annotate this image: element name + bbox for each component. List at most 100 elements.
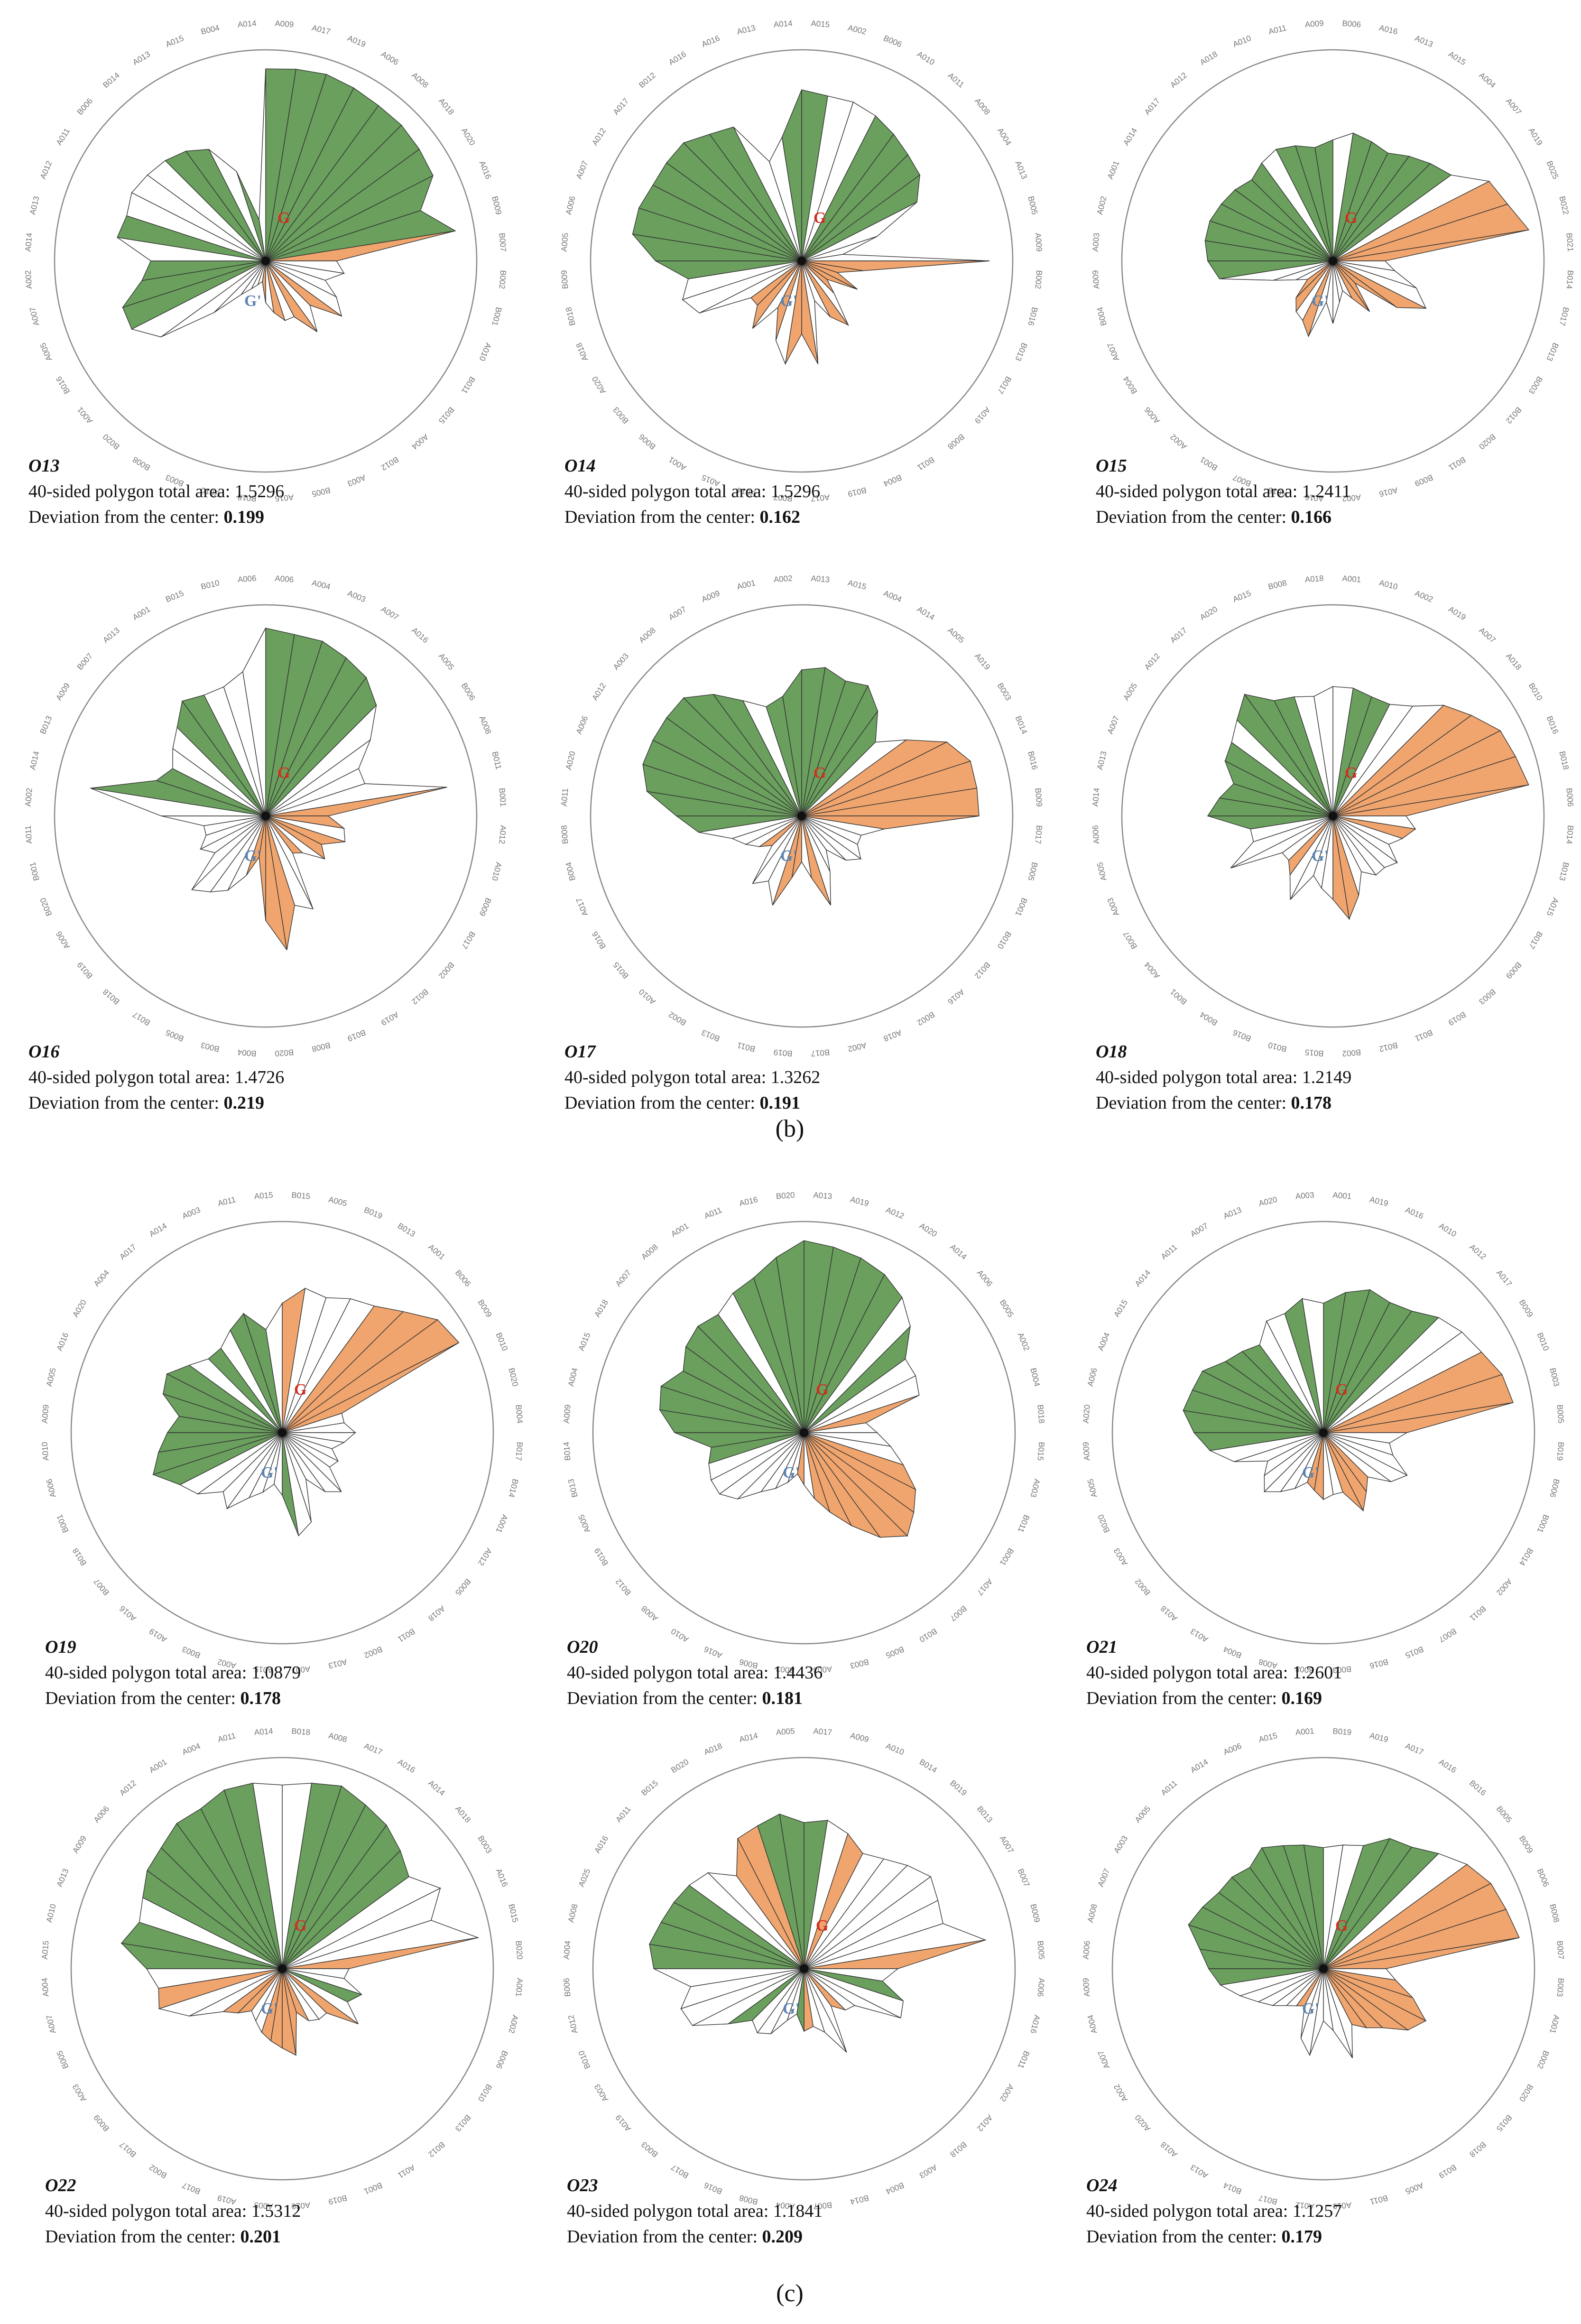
axis-label: A014 — [948, 1242, 969, 1261]
axis-label: B011 — [1414, 1028, 1434, 1043]
outer-ring — [1111, 1757, 1535, 2181]
axis-label: B013 — [1014, 342, 1029, 362]
axis-label: A009 — [1082, 1442, 1092, 1461]
axis-label: A019 — [973, 651, 992, 672]
axis-label: A015 — [254, 1191, 273, 1201]
axis-label: A014 — [1121, 126, 1139, 147]
axis-label: A017 — [574, 897, 590, 917]
axis-label: A002 — [1095, 195, 1109, 216]
axis-label: B021 — [1564, 232, 1575, 252]
axis-label: A006 — [975, 1268, 994, 1288]
axis-label: B017 — [811, 1047, 830, 1058]
axis-label: A007 — [1504, 96, 1523, 117]
area-value: 1.1841 — [773, 2201, 823, 2221]
centroid-g-label: G — [294, 1381, 306, 1398]
axis-label: B014 — [1564, 270, 1575, 289]
axis-label: B019 — [847, 485, 867, 499]
axis-label: A003 — [181, 1205, 202, 1221]
axis-label: A011 — [217, 1731, 237, 1744]
axis-label: B006 — [494, 2049, 510, 2070]
radar-chart-O17: GG'A013 A015A004A014A005A019B003B014B016B… — [560, 574, 1044, 1058]
axis-label: A001 — [514, 1978, 524, 1997]
centroid-g-label: G — [814, 764, 826, 782]
chart-panel-O16: G G' A006 A004 A003 A007 A016 A005 B006 A008 B011 B… — [0, 546, 508, 1077]
axis-label: B003 — [639, 2140, 660, 2159]
axis-label: A006 — [45, 1478, 58, 1498]
axis-label: B011 — [1016, 2049, 1031, 2070]
axis-label: B003 — [476, 1834, 494, 1855]
axis-label: B006 — [1548, 1478, 1561, 1498]
axis-label: B006 — [562, 1978, 573, 1997]
axis-label: B025 — [1545, 159, 1561, 180]
axis-label: A018 — [437, 96, 456, 117]
axis-label: B016 — [1545, 714, 1561, 735]
axis-label: A013 — [736, 23, 757, 37]
axis-label: A011 — [1159, 1778, 1179, 1797]
outer-ring — [54, 49, 478, 473]
axis-label: A003 — [592, 2083, 610, 2103]
axis-label: A011 — [614, 1805, 632, 1824]
area-label: 40-sided polygon total area: — [564, 1067, 767, 1087]
axis-label: A007 — [614, 1268, 633, 1288]
axis-label: A012 — [476, 1546, 494, 1567]
area-label: 40-sided polygon total area: — [564, 481, 767, 501]
axis-label: A019 — [1447, 604, 1468, 622]
axis-label: B015 — [164, 589, 185, 604]
centroid-g-label: G — [816, 1381, 828, 1398]
axis-label: A006 — [1222, 1741, 1243, 1757]
axis-label: B019 — [1555, 1442, 1565, 1461]
outer-ring — [590, 49, 1014, 473]
axis-label: A004 — [1477, 71, 1498, 90]
axis-label: A013 — [1014, 159, 1029, 180]
center-dot — [1329, 257, 1337, 265]
axis-label: A003 — [1106, 897, 1121, 917]
axis-label: B002 — [1133, 1577, 1152, 1597]
axis-label: A017 — [975, 1577, 994, 1597]
area-value: 1.4436 — [773, 1663, 823, 1683]
axis-label: B007 — [813, 2200, 832, 2211]
axis-label: A016 — [700, 34, 721, 49]
axis-label: A001 — [1295, 1727, 1314, 1737]
centroid-g-prime-label: G' — [1302, 1464, 1319, 1481]
axis-label: A007 — [1106, 342, 1121, 362]
axis-label: A016 — [396, 1757, 417, 1775]
axis-label: B014 — [101, 71, 121, 90]
axis-label: B014 — [918, 1757, 939, 1775]
sector-39 — [259, 69, 266, 261]
axis-label: A002 — [507, 2014, 520, 2034]
panel-title: O15 — [1096, 456, 1127, 476]
chart-panel-O20: G G' A013 A019 A012 A020 A014 A006 B005 A002 B004 B… — [538, 1162, 1046, 1694]
deviation-label: Deviation from the center: — [28, 1093, 220, 1113]
axis-label: A006 — [574, 714, 590, 735]
axis-label: A001 — [1342, 574, 1361, 584]
axis-label: B010 — [200, 578, 221, 592]
axis-label: A004 — [181, 1741, 202, 1757]
axis-label: A016 — [118, 1604, 138, 1623]
radar-chart-O20: GG'A013 A019A012A020A014A006B005A002B004B… — [562, 1191, 1046, 1675]
axis-label: A019 — [973, 405, 992, 426]
axis-label: B011 — [1447, 455, 1467, 472]
panel-title: O17 — [564, 1042, 596, 1062]
axis-label: A018 — [882, 1028, 903, 1044]
axis-label: A007 — [45, 2014, 58, 2034]
axis-label: A011 — [1159, 1242, 1179, 1261]
axis-label: A009 — [1091, 270, 1101, 289]
axis-label: B014 — [562, 1442, 573, 1461]
axis-label: B015 — [507, 1903, 520, 1924]
axis-label: B002 — [915, 1010, 936, 1028]
panel-title: O18 — [1096, 1042, 1127, 1062]
panel-title: O16 — [28, 1042, 60, 1062]
caption-O19: O19 40-sided polygon total area: 1.0879 De… — [45, 1634, 301, 1711]
axis-label: A012 — [566, 2014, 580, 2034]
axis-label: A008 — [973, 96, 992, 117]
panel-title: O19 — [45, 1637, 76, 1657]
axis-label: A001 — [494, 1513, 510, 1534]
axis-label: A003 — [1091, 232, 1101, 252]
axis-label: A002 — [1342, 492, 1361, 503]
axis-label: B008 — [1295, 1664, 1314, 1675]
axis-label: A003 — [918, 2163, 939, 2180]
chart-panel-O13: G G' A009 A017 A019 A006 A008 A018 A020 A016 B009 B… — [0, 0, 508, 522]
axis-label: B009 — [478, 897, 493, 917]
axis-label: B012 — [1378, 1040, 1398, 1054]
axis-label: B012 — [973, 960, 992, 981]
